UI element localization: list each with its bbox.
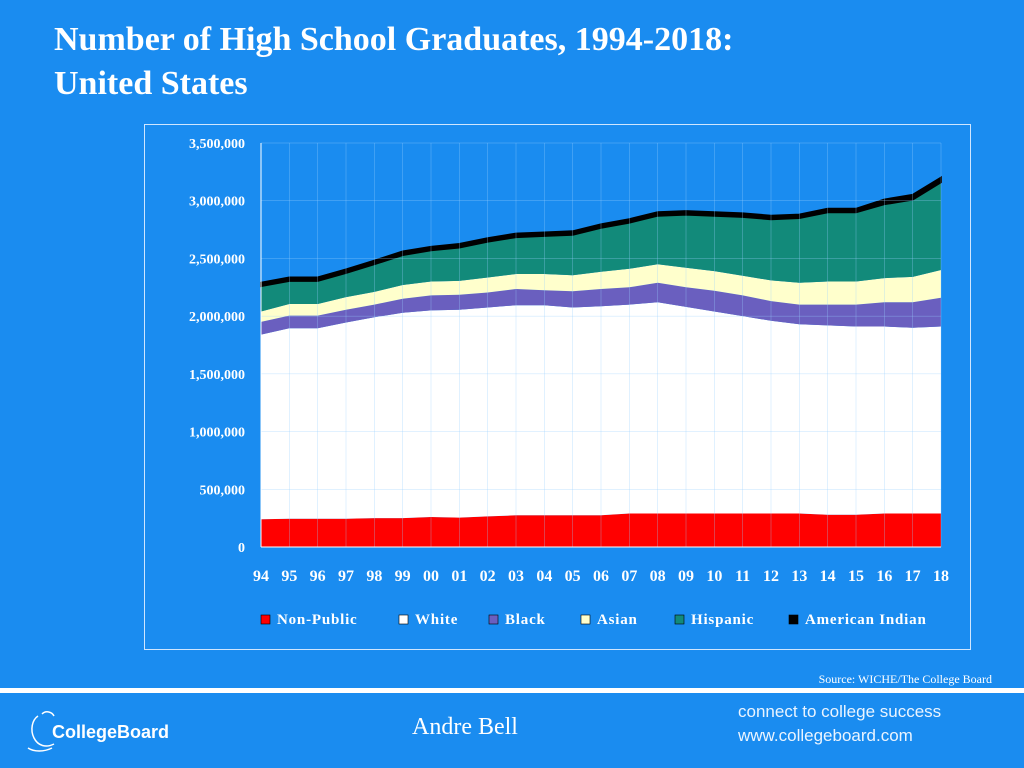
x-tick-label: 18 bbox=[933, 568, 949, 585]
x-tick-label: 95 bbox=[281, 568, 297, 585]
legend-swatch bbox=[674, 614, 685, 625]
stacked-area-chart: 0 500,000 1,000,000 1,500,000 2,000,000 2,500… bbox=[189, 137, 949, 628]
y-tick-label: 500,000 bbox=[200, 483, 246, 498]
x-tick-label: 98 bbox=[366, 568, 382, 585]
college-board-logo-icon bbox=[27, 711, 55, 752]
tagline: connect to college success www.collegebo… bbox=[738, 700, 941, 748]
x-tick-label: 09 bbox=[678, 568, 694, 585]
y-tick-label: 2,500,000 bbox=[189, 252, 245, 267]
y-tick-label: 2,000,000 bbox=[189, 310, 245, 325]
source-note: Source: WICHE/The College Board bbox=[818, 672, 992, 686]
x-tick-label: 06 bbox=[593, 568, 609, 585]
legend-swatch bbox=[398, 614, 409, 625]
x-tick-label: 12 bbox=[763, 568, 779, 585]
x-tick-label: 11 bbox=[735, 568, 750, 585]
y-tick-label: 3,000,000 bbox=[189, 195, 245, 210]
x-tick-label: 96 bbox=[310, 568, 326, 585]
legend-label: Black bbox=[505, 612, 546, 628]
x-tick-label: 07 bbox=[621, 568, 637, 585]
title-line-1: Number of High School Graduates, 1994-20… bbox=[54, 21, 734, 58]
legend-swatch bbox=[580, 614, 591, 625]
x-tick-label: 02 bbox=[480, 568, 496, 585]
title-line-2: United States bbox=[54, 65, 248, 102]
legend-label: American Indian bbox=[805, 612, 927, 628]
x-tick-label: 14 bbox=[820, 568, 836, 585]
tagline-line-1: connect to college success bbox=[738, 702, 942, 721]
x-tick-label: 99 bbox=[395, 568, 411, 585]
chart-frame: 0 500,000 1,000,000 1,500,000 2,000,000 2,500… bbox=[144, 124, 971, 650]
legend-label: Non-Public bbox=[277, 612, 358, 628]
legend-label: Asian bbox=[597, 612, 638, 628]
brand-name: CollegeBoard bbox=[52, 722, 170, 742]
legend-swatch bbox=[788, 614, 799, 625]
x-tick-label: 13 bbox=[791, 568, 807, 585]
tagline-url: www.collegeboard.com bbox=[738, 726, 913, 745]
x-tick-label: 15 bbox=[848, 568, 864, 585]
y-tick-label: 1,000,000 bbox=[189, 426, 245, 441]
x-tick-label: 08 bbox=[650, 568, 666, 585]
footer-divider bbox=[0, 688, 1024, 693]
legend-label: Hispanic bbox=[691, 612, 754, 628]
y-tick-label: 1,500,000 bbox=[189, 368, 245, 383]
x-tick-label: 10 bbox=[706, 568, 722, 585]
x-tick-label: 00 bbox=[423, 568, 439, 585]
author-name: Andre Bell bbox=[412, 714, 518, 740]
x-tick-label: 17 bbox=[905, 568, 921, 585]
x-tick-label: 03 bbox=[508, 568, 524, 585]
x-tick-label: 04 bbox=[536, 568, 552, 585]
y-tick-label: 3,500,000 bbox=[189, 137, 245, 152]
y-tick-label: 0 bbox=[238, 541, 245, 556]
slide-title: Number of High School Graduates, 1994-20… bbox=[54, 18, 954, 106]
x-tick-label: 05 bbox=[565, 568, 581, 585]
x-tick-label: 01 bbox=[451, 568, 467, 585]
legend-label: White bbox=[415, 612, 458, 628]
x-tick-label: 94 bbox=[253, 568, 269, 585]
legend-swatch bbox=[488, 614, 499, 625]
x-tick-label: 97 bbox=[338, 568, 354, 585]
legend-swatch bbox=[260, 614, 271, 625]
x-tick-label: 16 bbox=[876, 568, 892, 585]
